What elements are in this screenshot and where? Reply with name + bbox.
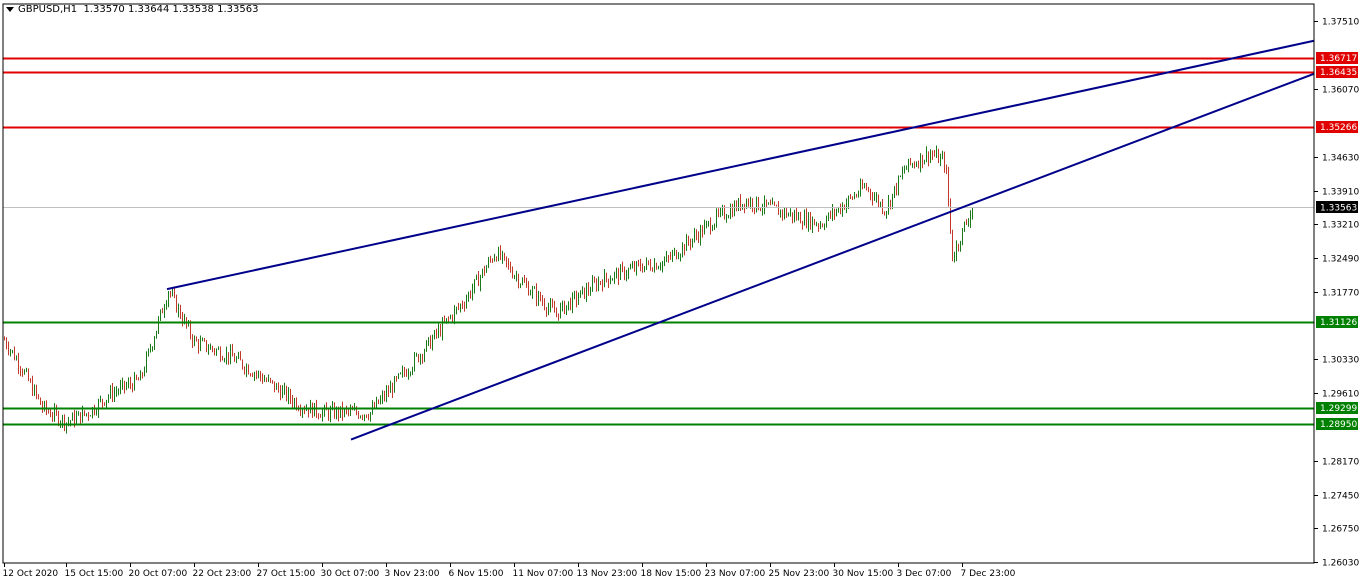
levels-layer [3, 57, 1314, 426]
x-tick-label: 27 Oct 15:00 [257, 569, 316, 579]
resistance-price-label: 1.36717 [1320, 54, 1357, 64]
x-tick-label: 12 Oct 2020 [3, 569, 59, 579]
x-tick-label: 3 Dec 07:00 [897, 569, 952, 579]
support-price-label: 1.31126 [1320, 318, 1357, 328]
x-tick-label: 6 Nov 15:00 [449, 569, 504, 579]
y-tick-label: 1.32490 [1322, 255, 1359, 265]
support-price-tag [1316, 402, 1358, 414]
plot-area-border [2, 3, 1315, 564]
support-price-label: 1.28950 [1320, 420, 1357, 430]
support-price-label: 1.29299 [1320, 404, 1357, 414]
time-axis: 12 Oct 2020 15 Oct 15:00 20 Oct 07:00 22 Oc… [3, 563, 1016, 579]
x-tick-label: 23 Nov 07:00 [705, 569, 766, 579]
y-tick-label: 1.33210 [1322, 221, 1359, 231]
y-tick-label: 1.27450 [1322, 492, 1359, 502]
y-tick-label: 1.29610 [1322, 390, 1359, 400]
y-tick-label: 1.28170 [1322, 458, 1359, 468]
resistance-price-label: 1.35266 [1320, 123, 1357, 133]
y-tick-label: 1.33910 [1322, 188, 1359, 198]
trendlines-layer [166, 39, 1315, 441]
current-price-tag [1316, 201, 1358, 213]
resistance-price-label: 1.36435 [1320, 68, 1357, 78]
trendline-upper [166, 39, 1315, 291]
x-tick-label: 30 Oct 07:00 [321, 569, 380, 579]
current-price-label: 1.33563 [1320, 204, 1357, 214]
resistance-price-tag [1316, 121, 1358, 133]
price-axis: 1.37510 1.36070 1.34630 1.33910 1.33210 1.324… [1314, 18, 1359, 569]
level-labels-layer: 1.36717 1.36435 1.35266 1.31126 1.29299 1.289… [1316, 52, 1358, 430]
y-tick-label: 1.30330 [1322, 356, 1359, 366]
resistance-price-tag [1316, 66, 1358, 78]
high-price: 1.33644 [127, 4, 170, 15]
x-tick-label: 18 Nov 15:00 [641, 569, 702, 579]
y-tick-label: 1.36070 [1322, 86, 1359, 96]
y-tick-label: 1.26030 [1322, 559, 1359, 569]
open-price: 1.33570 [83, 4, 125, 15]
x-tick-label: 3 Nov 23:00 [385, 569, 440, 579]
chevron-down-icon[interactable] [6, 6, 14, 12]
y-tick-label: 1.37510 [1322, 18, 1359, 28]
x-tick-label: 13 Nov 23:00 [577, 569, 638, 579]
x-tick-label: 25 Nov 23:00 [769, 569, 830, 579]
symbol-name: GBPUSD,H1 [18, 4, 78, 15]
trendline-lower [350, 72, 1315, 441]
candles-layer [4, 145, 973, 434]
resistance-price-tag [1316, 52, 1358, 64]
support-price-tag [1316, 316, 1358, 328]
x-tick-label: 7 Dec 23:00 [961, 569, 1016, 579]
close-price: 1.33563 [217, 4, 259, 15]
chart-frame [2, 3, 1315, 564]
low-price: 1.33538 [172, 4, 214, 15]
y-tick-label: 1.34630 [1322, 154, 1359, 164]
symbol-header: GBPUSD,H1 1.33570 1.33644 1.33538 1.3356… [6, 4, 258, 15]
x-tick-label: 20 Oct 07:00 [129, 569, 188, 579]
y-tick-label: 1.26750 [1322, 525, 1359, 535]
x-tick-label: 22 Oct 23:00 [193, 569, 252, 579]
y-tick-label: 1.31770 [1322, 289, 1359, 299]
x-tick-label: 30 Nov 15:00 [833, 569, 894, 579]
support-price-tag [1316, 418, 1358, 430]
x-tick-label: 15 Oct 15:00 [65, 569, 124, 579]
x-tick-label: 11 Nov 07:00 [513, 569, 574, 579]
